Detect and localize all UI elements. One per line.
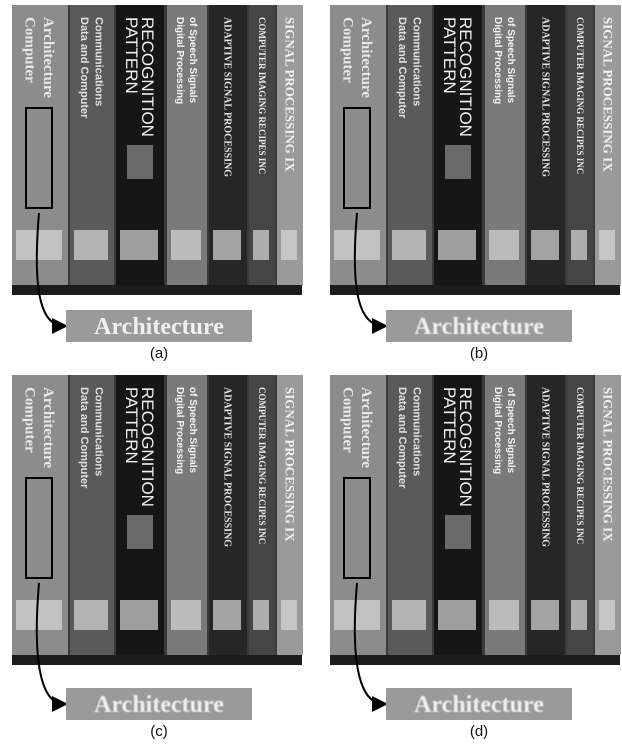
spine-label — [171, 230, 201, 260]
panel-label: (b) — [470, 345, 488, 362]
spine-label — [281, 230, 297, 260]
spine-text: COMPUTER IMAGING RECIPES INC — [257, 17, 267, 174]
spine-text: Digital Processing — [492, 387, 503, 474]
spine-label — [489, 230, 519, 260]
shelf — [12, 655, 302, 665]
shelf — [330, 655, 620, 665]
spine-text: Communications — [92, 17, 104, 106]
spine-label — [281, 600, 297, 630]
spine-text: Architecture — [358, 387, 374, 468]
spine-text: ADAPTIVE SIGNAL PROCESSING — [540, 387, 551, 547]
shelf — [330, 285, 620, 295]
spine-text: RECOGNITION — [456, 17, 475, 137]
spine-label — [16, 230, 62, 260]
zoom-text: Architecture — [414, 314, 544, 340]
spine-text: Architecture — [40, 387, 56, 468]
spine-text: Architecture — [358, 17, 374, 98]
zoom-text: Architecture — [414, 692, 544, 718]
spine-text: COMPUTER IMAGING RECIPES INC — [575, 387, 585, 544]
spine-text: ADAPTIVE SIGNAL PROCESSING — [222, 17, 233, 177]
spine-text: Data and Computer — [78, 17, 90, 119]
spine-label — [253, 600, 269, 630]
spine-text: Architecture — [40, 17, 56, 98]
spine-text: ADAPTIVE SIGNAL PROCESSING — [540, 17, 551, 177]
spine-label — [438, 230, 476, 260]
spine-label — [334, 600, 380, 630]
zoom-text: Architecture — [94, 314, 224, 340]
figure: ComputerArchitectureData and ComputerCom… — [0, 0, 622, 751]
spine-text: Data and Computer — [78, 387, 90, 489]
spine-text: of Speech Signals — [505, 387, 516, 474]
spine-text: Computer — [339, 17, 355, 83]
spine-text: SIGNAL PROCESSING IX — [282, 17, 297, 172]
spine-text: Digital Processing — [174, 17, 185, 104]
spine-label — [599, 600, 615, 630]
spine-text: RECOGNITION — [138, 387, 157, 507]
spine-text: RECOGNITION — [456, 387, 475, 507]
spine-text: Data and Computer — [396, 17, 408, 119]
spine-text: Computer — [339, 387, 355, 453]
panel-label: (c) — [150, 723, 168, 740]
pattern-square — [127, 145, 153, 179]
spine-text: COMPUTER IMAGING RECIPES INC — [575, 17, 585, 174]
spine-label — [531, 600, 559, 630]
spine-text: ADAPTIVE SIGNAL PROCESSING — [222, 387, 233, 547]
spine-label — [120, 600, 158, 630]
spine-text: RECOGNITION — [138, 17, 157, 137]
spine-label — [392, 230, 426, 260]
spine-label — [171, 600, 201, 630]
spine-label — [571, 600, 587, 630]
spine-label — [531, 230, 559, 260]
panel-label: (d) — [470, 723, 488, 740]
spine-label — [571, 230, 587, 260]
spine-label — [334, 230, 380, 260]
spine-text: SIGNAL PROCESSING IX — [600, 387, 615, 542]
spine-text: Computer — [21, 387, 37, 453]
shelf — [12, 285, 302, 295]
spine-text: SIGNAL PROCESSING IX — [282, 387, 297, 542]
spine-text: Digital Processing — [492, 17, 503, 104]
spine-text: Communications — [410, 17, 422, 106]
spine-label — [213, 230, 241, 260]
spine-text: of Speech Signals — [505, 17, 516, 104]
spine-label — [16, 600, 62, 630]
spine-label — [438, 600, 476, 630]
pattern-square — [127, 515, 153, 549]
spine-text: Data and Computer — [396, 387, 408, 489]
spine-label — [213, 600, 241, 630]
spine-label — [74, 230, 108, 260]
spine-text: SIGNAL PROCESSING IX — [600, 17, 615, 172]
spine-label — [489, 600, 519, 630]
spine-label — [74, 600, 108, 630]
spine-text: Computer — [21, 17, 37, 83]
spine-text: of Speech Signals — [187, 17, 198, 104]
pattern-square — [445, 145, 471, 179]
spine-text: of Speech Signals — [187, 387, 198, 474]
spine-text: Communications — [410, 387, 422, 476]
spine-text: COMPUTER IMAGING RECIPES INC — [257, 387, 267, 544]
panel-label: (a) — [150, 345, 168, 362]
zoom-text: Architecture — [94, 692, 224, 718]
pattern-square — [445, 515, 471, 549]
spine-label — [599, 230, 615, 260]
spine-label — [120, 230, 158, 260]
spine-label — [392, 600, 426, 630]
spine-text: Communications — [92, 387, 104, 476]
spine-label — [253, 230, 269, 260]
spine-text: Digital Processing — [174, 387, 185, 474]
